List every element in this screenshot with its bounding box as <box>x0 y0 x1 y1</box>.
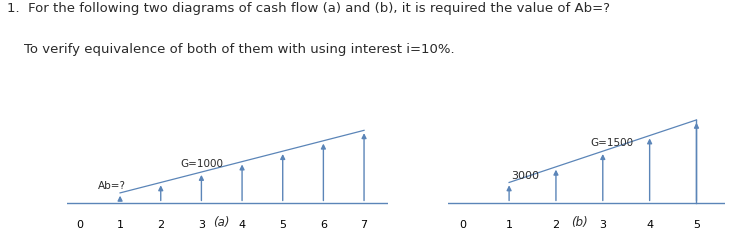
Text: G=1000: G=1000 <box>180 159 223 169</box>
Text: To verify equivalence of both of them with using interest i=10%.: To verify equivalence of both of them wi… <box>7 43 455 56</box>
Text: 3000: 3000 <box>512 171 539 181</box>
Text: G=1500: G=1500 <box>591 138 633 148</box>
Text: Ab=?: Ab=? <box>98 181 126 191</box>
Text: (a): (a) <box>214 216 230 229</box>
Text: 1.  For the following two diagrams of cash flow (a) and (b), it is required the : 1. For the following two diagrams of cas… <box>7 2 610 15</box>
Text: (b): (b) <box>571 216 588 229</box>
